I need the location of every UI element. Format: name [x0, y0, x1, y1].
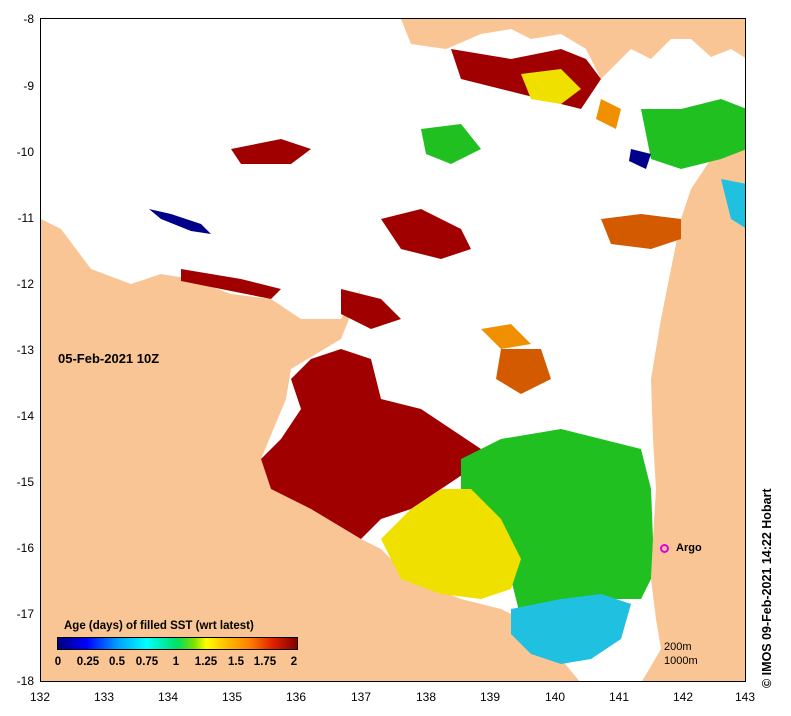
y-tick: -10 [16, 145, 34, 159]
sst-age2-nw [231, 139, 311, 164]
legend-tick: 1.25 [194, 656, 218, 668]
legend-tick: 2 [290, 656, 298, 668]
sst-age125-sw [381, 489, 521, 599]
sst-age15-e [596, 99, 621, 129]
sst-age2-west [261, 349, 481, 539]
x-tick: 132 [29, 690, 51, 704]
legend-tick: 1.5 [228, 656, 244, 668]
y-tick: -9 [23, 79, 34, 93]
legend-tick: 0.75 [135, 656, 159, 668]
sst-age2-wstrip [181, 269, 281, 299]
x-tick: 135 [221, 690, 243, 704]
sst-age2-patch [341, 289, 401, 329]
legend-colorbar [57, 637, 298, 650]
x-tick: 136 [285, 690, 307, 704]
sst-age0-nw [149, 209, 211, 234]
land-west [41, 219, 580, 681]
sst-age1-n [421, 124, 481, 164]
y-tick: -18 [16, 674, 34, 688]
legend-title: Age (days) of filled SST (wrt latest) [64, 620, 254, 632]
y-tick: -14 [16, 409, 34, 423]
x-tick: 138 [415, 690, 437, 704]
x-tick: 142 [672, 690, 694, 704]
sst-map [40, 18, 746, 682]
land-png [401, 19, 745, 79]
sst-age2-mid [381, 209, 471, 259]
sst-age175-c [496, 349, 551, 394]
sst-age05-s [511, 594, 631, 664]
legend-tick: 1 [172, 656, 180, 668]
y-tick: -11 [17, 211, 34, 225]
y-tick: -16 [16, 541, 34, 555]
x-tick: 134 [157, 690, 179, 704]
date-label: 05-Feb-2021 10Z [58, 351, 160, 366]
x-tick: 137 [350, 690, 372, 704]
land-east [642, 130, 745, 681]
x-tick: 141 [608, 690, 630, 704]
x-tick: 143 [734, 690, 756, 704]
x-tick: 140 [544, 690, 566, 704]
y-tick: -17 [16, 607, 34, 621]
contour-200m-label: 200m [664, 641, 692, 653]
sst-age0-ne [629, 149, 651, 169]
argo-label: Argo [676, 542, 702, 554]
sst-age125-n [521, 69, 581, 104]
y-tick: -8 [23, 12, 34, 26]
sst-age05-ne [721, 179, 745, 228]
y-tick: -13 [16, 343, 34, 357]
sst-age1-ne [641, 99, 745, 169]
sst-age15-c [481, 324, 531, 349]
legend-tick: 0.25 [76, 656, 100, 668]
sst-age175-e [601, 214, 681, 249]
contour-1000m-label: 1000m [664, 655, 698, 667]
y-tick: -12 [16, 277, 34, 291]
legend-tick: 0.5 [109, 656, 125, 668]
x-tick: 133 [93, 690, 115, 704]
argo-float-icon[interactable] [660, 544, 669, 553]
credit-text: © IMOS 09-Feb-2021 14:22 Hobart [760, 488, 774, 688]
y-tick: -15 [16, 475, 34, 489]
legend-tick: 1.75 [253, 656, 277, 668]
map-canvas [41, 19, 745, 681]
x-tick: 139 [479, 690, 501, 704]
legend-tick: 0 [54, 656, 62, 668]
